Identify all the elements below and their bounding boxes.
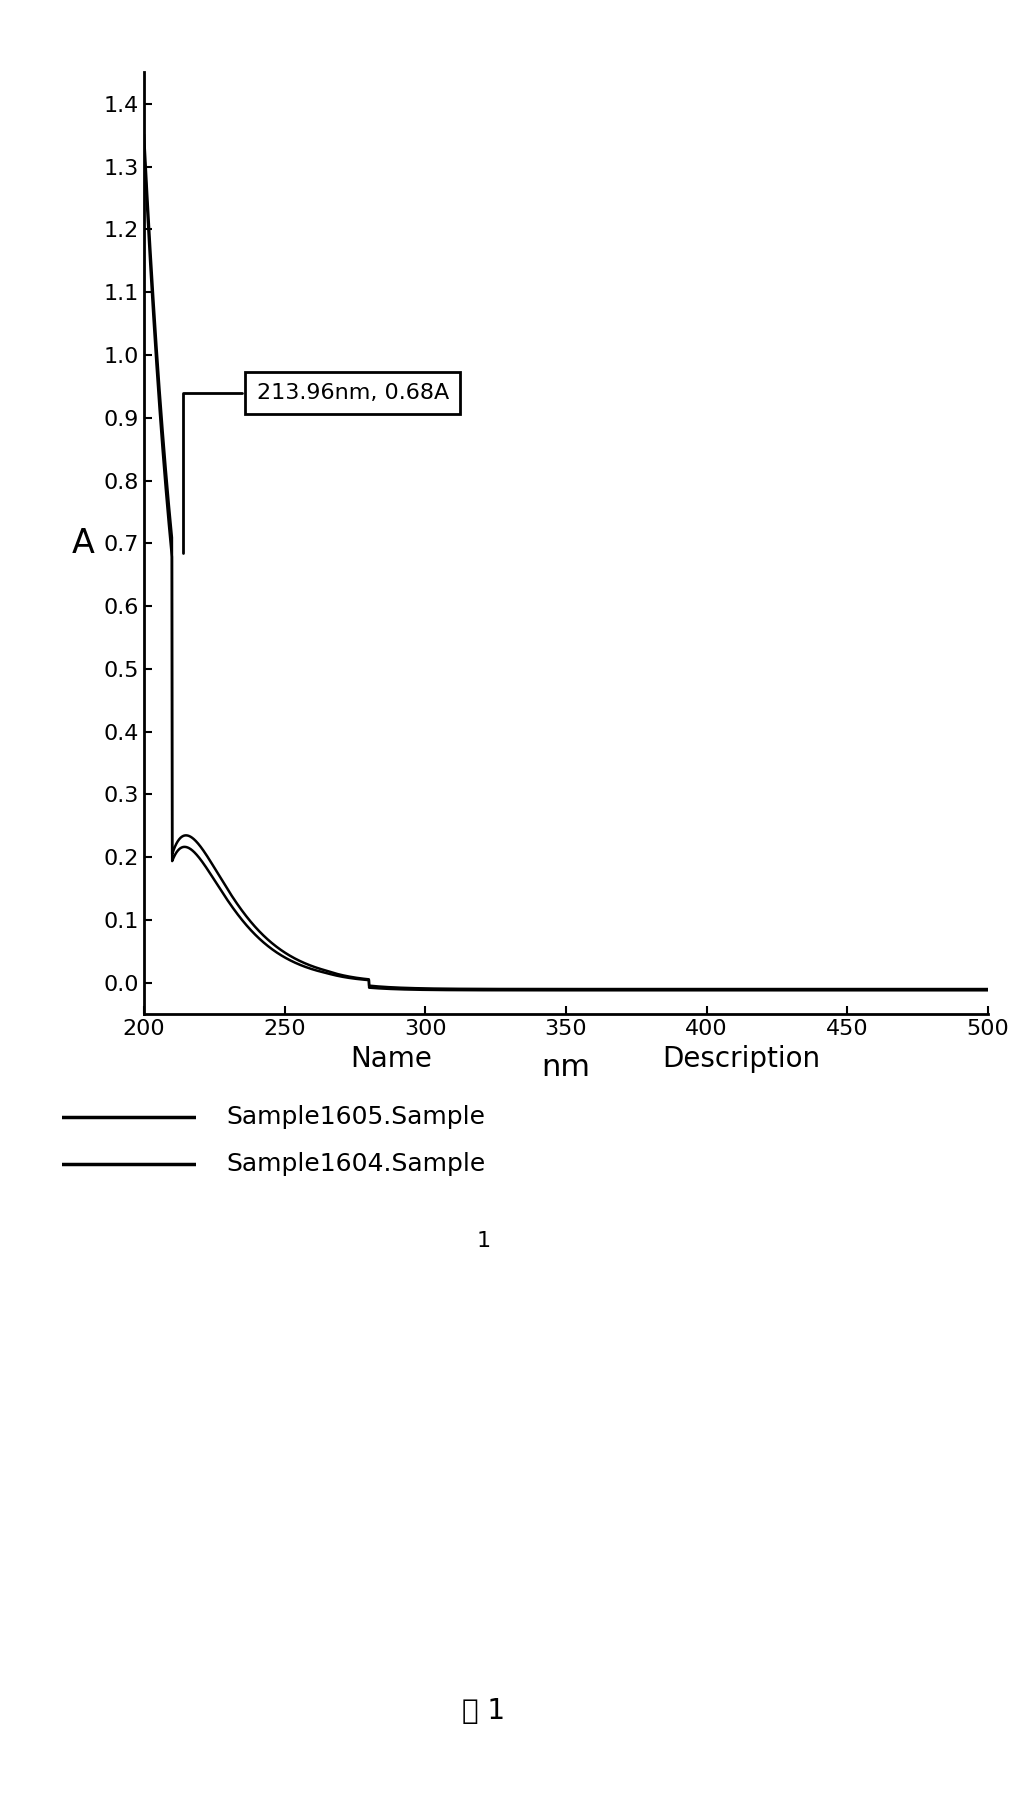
Text: Description: Description [662, 1045, 820, 1074]
Y-axis label: A: A [71, 527, 95, 560]
Text: Sample1604.Sample: Sample1604.Sample [226, 1152, 486, 1177]
Text: Sample1605.Sample: Sample1605.Sample [226, 1105, 486, 1130]
X-axis label: nm: nm [541, 1052, 591, 1081]
Text: 1: 1 [476, 1230, 491, 1251]
Text: 213.96nm, 0.68A: 213.96nm, 0.68A [183, 382, 449, 552]
Text: 图 1: 图 1 [462, 1697, 505, 1726]
Text: Name: Name [350, 1045, 432, 1074]
